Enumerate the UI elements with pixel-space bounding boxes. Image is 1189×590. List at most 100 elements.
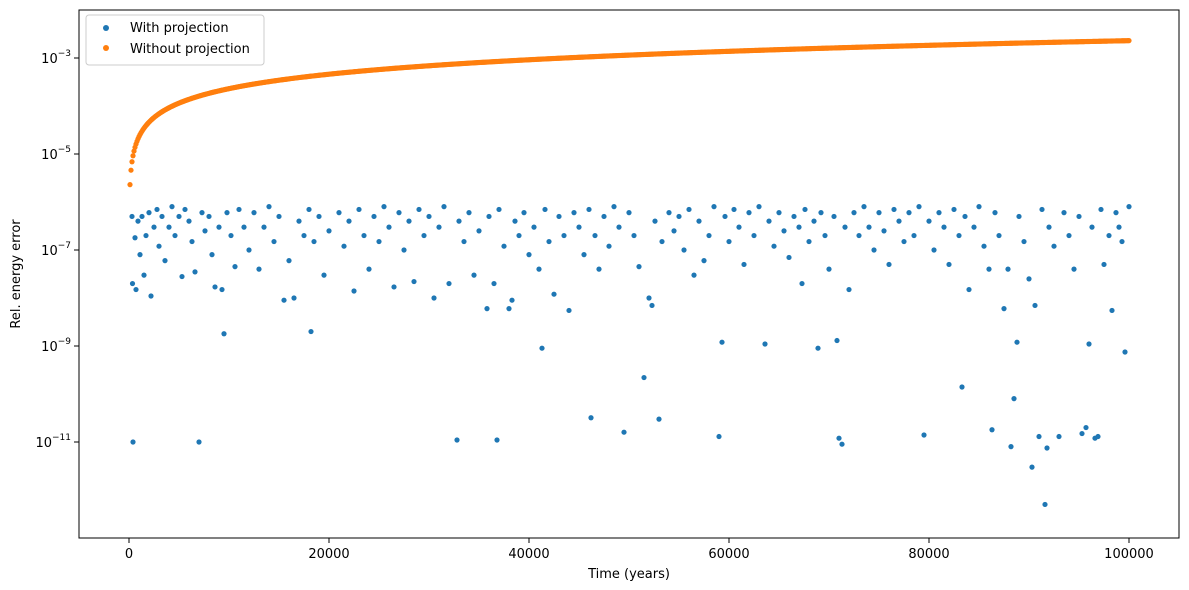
point-with-projection bbox=[1036, 433, 1042, 440]
point-with-projection bbox=[366, 266, 372, 272]
point-with-projection bbox=[476, 228, 482, 234]
point-with-projection bbox=[130, 439, 136, 445]
point-with-projection bbox=[484, 306, 490, 312]
point-with-projection bbox=[172, 232, 178, 239]
point-without-projection bbox=[129, 159, 135, 165]
point-with-projection bbox=[886, 261, 892, 268]
point-with-projection bbox=[224, 210, 230, 216]
point-with-projection bbox=[192, 269, 198, 275]
series-with-projection bbox=[129, 204, 1132, 508]
point-with-projection bbox=[806, 238, 812, 245]
point-with-projection bbox=[799, 280, 805, 287]
point-with-projection bbox=[631, 232, 637, 239]
point-with-projection bbox=[308, 328, 314, 335]
point-with-projection bbox=[129, 280, 136, 287]
point-with-projection bbox=[836, 435, 842, 441]
point-with-projection bbox=[501, 243, 507, 249]
point-with-projection bbox=[581, 252, 587, 258]
point-with-projection bbox=[206, 213, 212, 220]
point-with-projection bbox=[941, 224, 947, 230]
y-tick-label: 10−11 bbox=[35, 433, 71, 451]
point-with-projection bbox=[351, 288, 357, 294]
point-with-projection bbox=[416, 206, 422, 213]
point-with-projection bbox=[771, 243, 777, 249]
x-tick-label: 20000 bbox=[308, 547, 349, 562]
point-with-projection bbox=[1042, 501, 1048, 508]
point-with-projection bbox=[336, 210, 342, 216]
point-with-projection bbox=[762, 341, 768, 347]
point-with-projection bbox=[826, 266, 832, 272]
point-without-projection bbox=[1126, 38, 1132, 44]
point-with-projection bbox=[401, 247, 407, 253]
point-with-projection bbox=[1011, 396, 1017, 402]
y-tick-label: 10−9 bbox=[41, 337, 71, 355]
point-with-projection bbox=[256, 266, 262, 272]
point-with-projection bbox=[516, 232, 522, 239]
point-with-projection bbox=[876, 210, 882, 216]
point-with-projection bbox=[436, 224, 442, 230]
point-with-projection bbox=[441, 204, 447, 210]
point-with-projection bbox=[371, 213, 377, 220]
point-with-projection bbox=[431, 295, 437, 301]
point-with-projection bbox=[881, 228, 887, 234]
point-with-projection bbox=[641, 374, 647, 381]
point-with-projection bbox=[936, 210, 942, 216]
point-with-projection bbox=[159, 213, 165, 220]
y-axis-ticks: 10−11 10−9 10−7 10−5 10−3 bbox=[35, 49, 79, 451]
point-with-projection bbox=[1109, 307, 1115, 314]
point-with-projection bbox=[376, 238, 382, 245]
point-with-projection bbox=[901, 238, 907, 245]
point-with-projection bbox=[921, 432, 927, 438]
point-with-projection bbox=[561, 232, 567, 239]
point-with-projection bbox=[896, 218, 902, 224]
point-with-projection bbox=[871, 247, 877, 253]
point-with-projection bbox=[1014, 339, 1020, 345]
point-with-projection bbox=[551, 291, 557, 297]
point-with-projection bbox=[316, 213, 322, 220]
point-with-projection bbox=[611, 204, 617, 210]
point-with-projection bbox=[496, 206, 502, 213]
point-with-projection bbox=[741, 261, 747, 268]
point-without-projection bbox=[130, 153, 136, 159]
point-with-projection bbox=[141, 272, 147, 278]
legend-marker-with-projection bbox=[103, 25, 109, 31]
point-with-projection bbox=[1021, 238, 1027, 245]
point-with-projection bbox=[601, 213, 607, 220]
point-with-projection bbox=[946, 261, 952, 268]
point-with-projection bbox=[1005, 266, 1011, 272]
point-with-projection bbox=[588, 415, 594, 421]
point-with-projection bbox=[241, 224, 247, 230]
point-with-projection bbox=[621, 429, 627, 435]
point-with-projection bbox=[189, 238, 195, 245]
point-with-projection bbox=[471, 272, 477, 278]
point-with-projection bbox=[466, 210, 472, 216]
point-with-projection bbox=[143, 232, 149, 239]
point-with-projection bbox=[811, 218, 817, 224]
point-with-projection bbox=[731, 206, 737, 213]
point-with-projection bbox=[536, 266, 542, 272]
point-with-projection bbox=[696, 218, 702, 224]
point-with-projection bbox=[156, 243, 162, 249]
point-with-projection bbox=[596, 266, 602, 272]
point-with-projection bbox=[509, 297, 515, 303]
point-with-projection bbox=[911, 232, 917, 239]
point-with-projection bbox=[716, 433, 722, 440]
point-with-projection bbox=[486, 213, 492, 220]
point-with-projection bbox=[636, 264, 642, 270]
point-with-projection bbox=[506, 306, 512, 312]
point-with-projection bbox=[891, 206, 897, 213]
point-with-projection bbox=[1044, 445, 1050, 451]
point-with-projection bbox=[831, 213, 837, 220]
point-with-projection bbox=[186, 218, 192, 224]
point-with-projection bbox=[1098, 206, 1104, 213]
point-with-projection bbox=[676, 213, 682, 220]
x-tick-label: 40000 bbox=[508, 547, 549, 562]
point-with-projection bbox=[646, 295, 652, 301]
point-with-projection bbox=[1126, 204, 1132, 210]
point-with-projection bbox=[491, 280, 497, 287]
point-with-projection bbox=[681, 247, 687, 253]
point-with-projection bbox=[791, 213, 797, 220]
point-with-projection bbox=[786, 254, 792, 261]
point-with-projection bbox=[151, 224, 157, 230]
